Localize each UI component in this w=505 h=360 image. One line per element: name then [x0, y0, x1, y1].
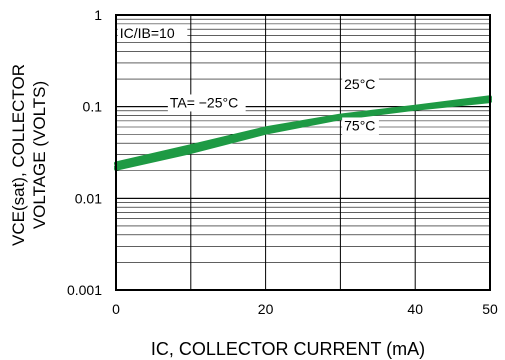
y-tick-label: 0.1	[83, 99, 103, 115]
x-tick-label-40: 40	[407, 301, 423, 317]
tick-labels: 0 20 40 50 1 0.1 0.01 0.001	[67, 7, 498, 317]
y-tick-label: 0.01	[75, 190, 102, 206]
y-axis-label-line1: VCE(sat), COLLECTOR	[9, 64, 28, 246]
annotation-4: 75°C	[344, 117, 375, 133]
annotation-1: IC/IB=10	[120, 25, 175, 41]
annotation-bg-1	[117, 25, 188, 43]
annotation-2: 25°C	[344, 76, 375, 92]
annotations-group: IC/IB=10 25°C TA= −25°C 75°C	[117, 25, 379, 135]
x-tick-label-0: 0	[112, 301, 120, 317]
series-group	[114, 95, 492, 171]
series-line-3	[114, 97, 492, 169]
x-tick-label-20: 20	[258, 301, 274, 317]
plot-frame	[115, 14, 491, 291]
annotation-bg-3	[167, 94, 246, 112]
y-tick-label: 0.001	[67, 282, 102, 298]
annotation-bg-2	[342, 76, 379, 94]
x-tick-label-50: 50	[482, 301, 498, 317]
y-tick-label: 1	[94, 7, 102, 23]
y-axis-label-line2: VOLTAGE (VOLTS)	[30, 81, 49, 229]
annotation-3: TA= −25°C	[170, 94, 238, 110]
annotation-bg-4	[342, 117, 379, 135]
x-axis-label: IC, COLLECTOR CURRENT (mA)	[151, 339, 425, 359]
